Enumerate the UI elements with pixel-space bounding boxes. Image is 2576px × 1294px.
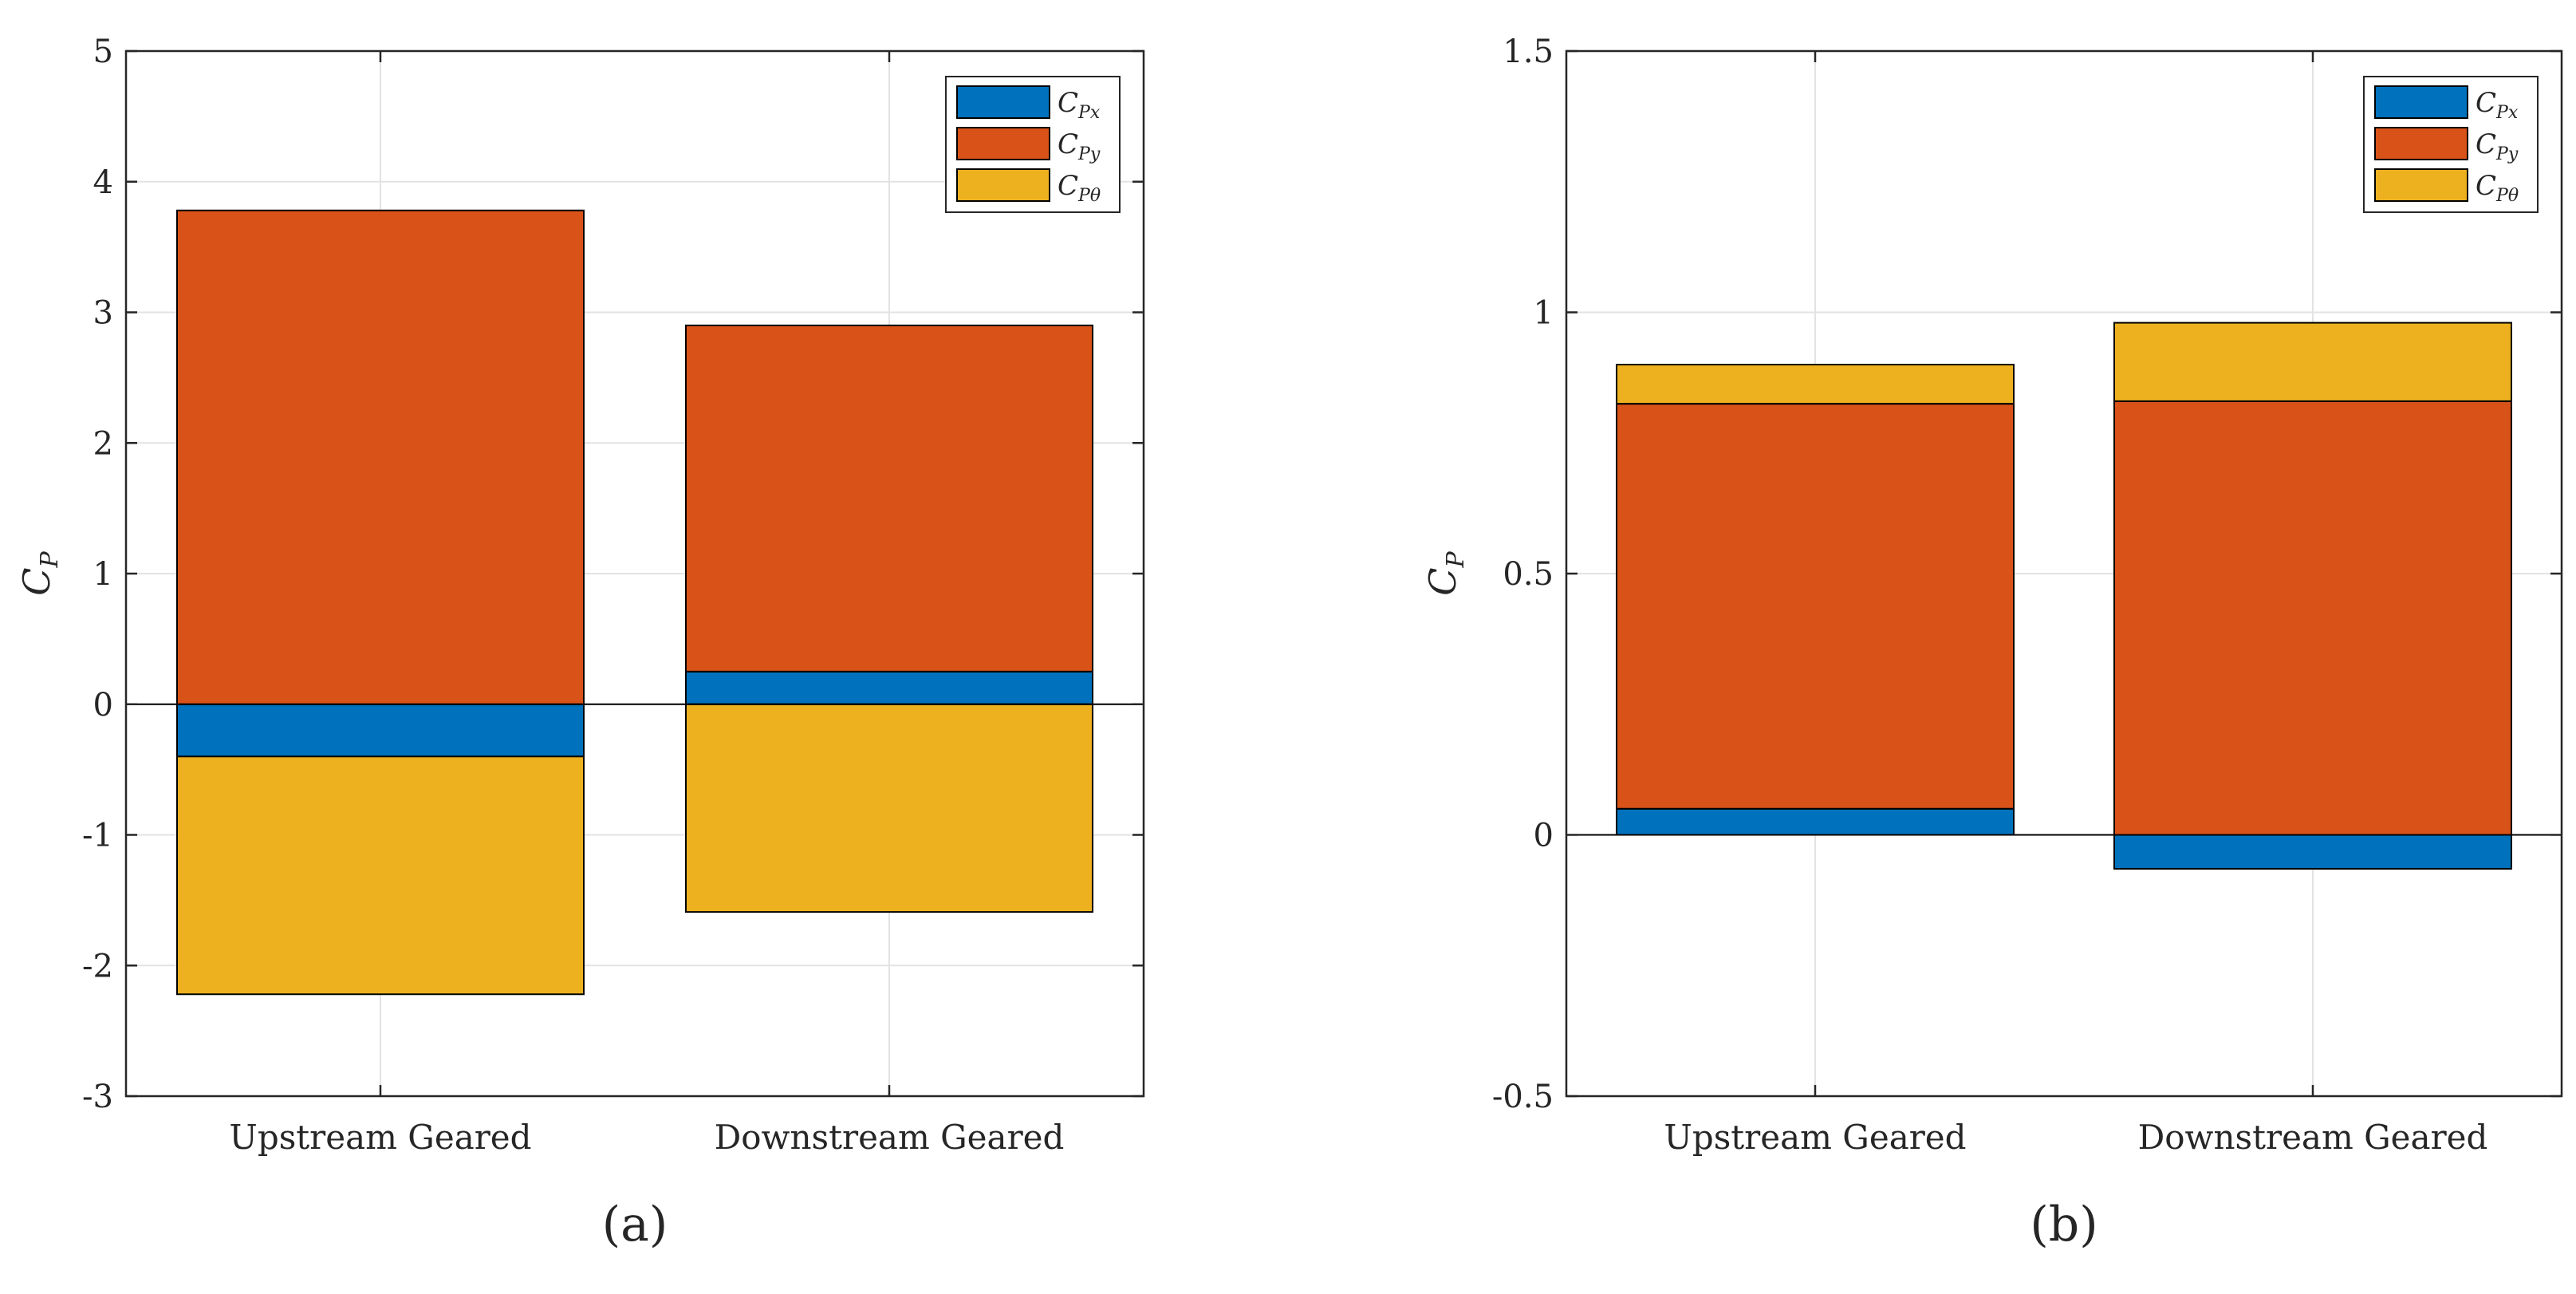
legend-entry-sub: Px bbox=[2495, 103, 2519, 123]
bar-c-py-upstream-geared bbox=[176, 209, 585, 705]
legend-swatch-c-py bbox=[956, 127, 1050, 160]
y-axis-label: CP bbox=[15, 550, 64, 595]
y-tick-label: 0 bbox=[1534, 818, 1554, 854]
chart-panel-a: -3 -2 -1 0 1 2 3 4 5 Upstream Geared Downstream Ge… bbox=[15, 34, 1145, 1253]
y-axis-label-sub: P bbox=[1442, 550, 1470, 568]
legend-entry-c-px: CPx bbox=[1058, 87, 1101, 123]
y-tick-label: 1 bbox=[93, 556, 113, 593]
legend-entry-sub: Py bbox=[1077, 144, 1101, 164]
legend-swatch-c-ptheta bbox=[2374, 168, 2468, 202]
legend-entry-main: C bbox=[1058, 128, 1078, 160]
legend-entry-main: C bbox=[2476, 170, 2496, 202]
y-tick-label: 5 bbox=[93, 34, 113, 70]
y-tick-label: -1 bbox=[82, 818, 113, 854]
y-axis-label: CP bbox=[1421, 550, 1470, 595]
legend-entry-c-px: CPx bbox=[2476, 87, 2519, 123]
y-tick-label: -2 bbox=[82, 948, 113, 984]
legend-swatch-c-py bbox=[2374, 127, 2468, 160]
bar-c-px-upstream-geared bbox=[176, 703, 585, 758]
bar-c-px-downstream-geared bbox=[685, 670, 1093, 705]
y-tick-label: 1 bbox=[1534, 295, 1554, 332]
legend-entry-main: C bbox=[2476, 87, 2496, 119]
chart-panel-b: -0.5 0 0.5 1 1.5 Upstream Geared Downstream Ge… bbox=[1421, 34, 2563, 1253]
y-tick-label: -0.5 bbox=[1492, 1079, 1554, 1115]
legend-entry-c-py: CPy bbox=[2476, 128, 2519, 164]
y-tick-label: 0 bbox=[93, 687, 113, 724]
y-axis-label-sub: P bbox=[36, 550, 64, 568]
category-label: Downstream Geared bbox=[2138, 1118, 2488, 1157]
bar-c-py-upstream-geared bbox=[1616, 403, 2015, 810]
bar-c-ptheta-upstream-geared bbox=[1616, 364, 2015, 405]
panel-label: (b) bbox=[2030, 1197, 2097, 1253]
legend-entry-main: C bbox=[2476, 128, 2496, 160]
y-axis-label-main: C bbox=[15, 567, 58, 595]
legend-swatch-c-px bbox=[2374, 85, 2468, 119]
legend-entry-sub: Px bbox=[1077, 103, 1101, 123]
panel-label: (a) bbox=[602, 1197, 668, 1253]
category-label: Downstream Geared bbox=[715, 1118, 1065, 1157]
bar-c-px-downstream-geared bbox=[2113, 834, 2512, 870]
category-label: Upstream Geared bbox=[229, 1118, 531, 1157]
legend-entry-sub: Py bbox=[2495, 144, 2519, 164]
legend-entry-c-py: CPy bbox=[1058, 128, 1101, 164]
legend-entry-c-ptheta: CPθ bbox=[2476, 170, 2519, 206]
legend-swatch-c-ptheta bbox=[956, 168, 1050, 202]
bar-c-py-downstream-geared bbox=[2113, 400, 2512, 836]
legend-swatch-c-px bbox=[956, 85, 1050, 119]
y-axis-label-main: C bbox=[1421, 567, 1464, 595]
bar-c-ptheta-upstream-geared bbox=[176, 755, 585, 996]
y-tick-label: 3 bbox=[93, 295, 113, 332]
y-tick-label: 1.5 bbox=[1503, 34, 1554, 70]
y-tick-label: 2 bbox=[93, 425, 113, 462]
legend-entry-sub: Pθ bbox=[1077, 186, 1101, 206]
bar-c-px-upstream-geared bbox=[1616, 807, 2015, 836]
y-tick-label: 4 bbox=[93, 164, 113, 201]
bar-c-ptheta-downstream-geared bbox=[685, 703, 1093, 913]
bar-c-ptheta-downstream-geared bbox=[2113, 322, 2512, 402]
y-tick-label: 0.5 bbox=[1503, 556, 1554, 593]
bar-c-py-downstream-geared bbox=[685, 324, 1093, 673]
legend-entry-sub: Pθ bbox=[2495, 186, 2519, 206]
category-label: Upstream Geared bbox=[1664, 1118, 1966, 1157]
y-tick-label: -3 bbox=[82, 1079, 113, 1115]
legend-entry-main: C bbox=[1058, 170, 1078, 202]
legend-entry-main: C bbox=[1058, 87, 1078, 119]
legend-entry-c-ptheta: CPθ bbox=[1058, 170, 1101, 206]
